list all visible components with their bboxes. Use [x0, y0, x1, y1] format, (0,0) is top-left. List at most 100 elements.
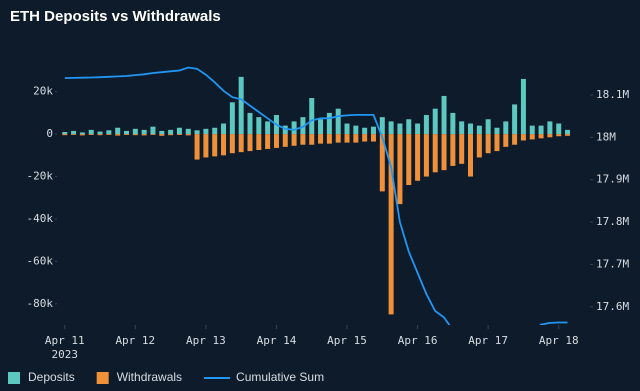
bar	[450, 134, 456, 166]
bar	[247, 112, 253, 135]
bar	[415, 134, 421, 181]
y-tick-label: -20k	[27, 170, 54, 183]
bar	[485, 134, 491, 154]
bar	[520, 78, 526, 135]
bar	[221, 123, 227, 135]
bar	[476, 125, 482, 135]
bar	[512, 104, 518, 135]
y-tick-label: -40k	[27, 212, 54, 225]
bar	[203, 134, 209, 158]
bar	[194, 130, 200, 135]
legend-label: Cumulative Sum	[236, 370, 324, 384]
legend-swatch	[96, 372, 109, 384]
y2-tick-label: 18.1M	[596, 88, 629, 101]
y2-tick-label: 17.7M	[596, 257, 629, 270]
bar	[79, 132, 85, 135]
bar	[503, 121, 509, 135]
bar	[556, 134, 562, 137]
bar	[309, 98, 315, 135]
y2-tick-label: 17.8M	[596, 215, 629, 228]
y2-tick-label: 17.6M	[596, 300, 629, 313]
bar	[344, 123, 350, 135]
bar	[547, 121, 553, 135]
bar	[88, 134, 94, 135]
bar	[353, 134, 359, 143]
bar	[265, 121, 271, 135]
bar	[97, 134, 103, 136]
bar	[335, 108, 341, 135]
bar	[459, 134, 465, 164]
bar	[318, 134, 324, 144]
x-tick-label: Apr 17	[468, 334, 508, 347]
y2-tick-label: 17.9M	[596, 173, 629, 186]
bar	[150, 134, 156, 135]
bar	[441, 134, 447, 171]
bar	[441, 95, 447, 135]
bar	[423, 115, 429, 135]
bar	[238, 76, 244, 135]
bar	[565, 134, 570, 136]
bar	[406, 134, 412, 186]
bar	[547, 134, 553, 138]
bar	[229, 134, 235, 154]
bar	[468, 123, 474, 135]
bar	[115, 134, 121, 136]
bar	[97, 131, 103, 135]
x-tick-label: Apr 14	[257, 334, 297, 347]
bar	[247, 134, 253, 152]
x-tick-label: Apr 18	[539, 334, 579, 347]
line	[64, 66, 568, 325]
bar	[238, 134, 244, 153]
x-tick-label: Apr 16	[398, 334, 438, 347]
bar	[62, 134, 68, 136]
bar	[379, 134, 385, 192]
bar	[538, 125, 544, 135]
x-tick-label: Apr 15	[327, 334, 367, 347]
y-tick-label: 20k	[33, 85, 53, 98]
bar	[362, 127, 368, 135]
bar	[212, 127, 218, 135]
bar	[529, 134, 535, 140]
bar	[124, 130, 130, 135]
bar	[79, 134, 85, 136]
bar	[397, 123, 403, 135]
bar	[71, 130, 77, 135]
bar	[168, 134, 174, 136]
bar	[282, 125, 288, 135]
y2-tick-label: 18M	[596, 130, 616, 143]
bar	[388, 121, 394, 135]
bar	[212, 134, 218, 157]
bar	[141, 134, 147, 136]
bar	[406, 119, 412, 135]
bar	[221, 134, 227, 156]
bar	[397, 134, 403, 205]
bar	[432, 134, 438, 173]
bar	[185, 134, 191, 136]
bar	[415, 123, 421, 135]
bar	[141, 129, 147, 135]
bar	[273, 134, 279, 148]
bar	[344, 134, 350, 143]
x-year-label: 2023	[52, 348, 79, 361]
x-tick-label: Apr 13	[186, 334, 226, 347]
bar	[423, 134, 429, 177]
bar	[203, 128, 209, 135]
bar	[71, 134, 77, 135]
bar	[132, 128, 138, 135]
bar	[132, 134, 138, 136]
bar	[256, 117, 262, 135]
x-tick-label: Apr 12	[115, 334, 155, 347]
legend-swatch	[8, 372, 20, 384]
bar	[565, 129, 570, 135]
bar	[176, 127, 182, 135]
bar	[353, 125, 359, 135]
bar	[326, 112, 332, 135]
x-tick-label: Apr 11	[45, 334, 85, 347]
bar	[229, 102, 235, 135]
bar	[529, 125, 535, 135]
bar	[176, 134, 182, 135]
bar	[379, 117, 385, 135]
bar	[459, 121, 465, 135]
